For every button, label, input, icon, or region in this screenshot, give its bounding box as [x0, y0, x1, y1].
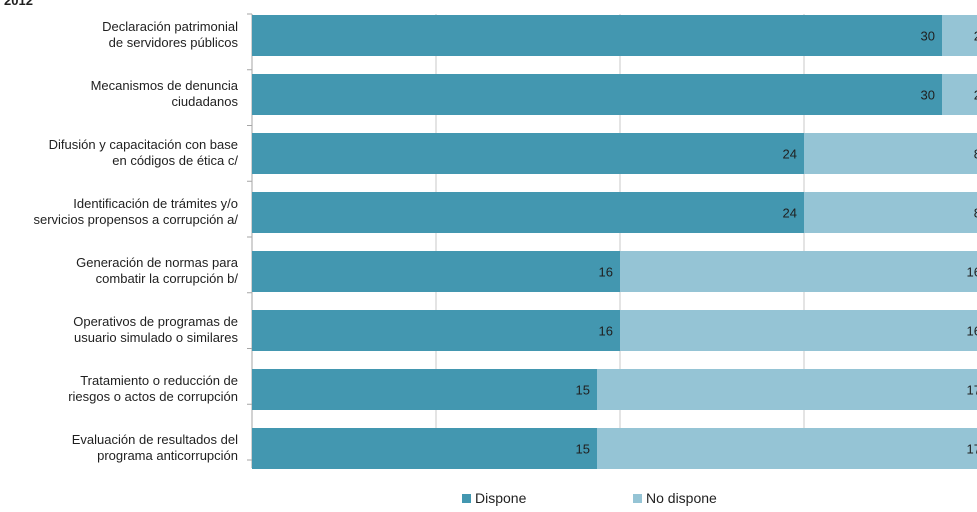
- data-label-no-dispone: 17: [967, 383, 977, 398]
- data-label-dispone: 16: [599, 265, 613, 280]
- data-label-no-dispone: 2: [974, 29, 977, 44]
- legend-swatch-dispone: [462, 493, 471, 503]
- bar-no-dispone: [804, 192, 977, 233]
- data-label-no-dispone: 17: [967, 442, 977, 457]
- bar-no-dispone: [597, 369, 977, 410]
- bar-dispone: [252, 133, 804, 174]
- legend-label-dispone: Dispone: [475, 490, 527, 506]
- bar-no-dispone: [620, 251, 977, 292]
- data-label-no-dispone: 16: [967, 265, 977, 280]
- category-label: Operativos de programas de usuario simula…: [73, 313, 238, 345]
- bar-dispone: [252, 310, 620, 351]
- category-label: Mecanismos de denuncia ciudadanos: [90, 77, 238, 109]
- data-label-dispone: 30: [921, 29, 935, 44]
- data-label-no-dispone: 8: [974, 206, 977, 221]
- data-label-no-dispone: 2: [974, 88, 977, 103]
- bar-dispone: [252, 369, 597, 410]
- bar-dispone: [252, 428, 597, 469]
- bar-dispone: [252, 74, 942, 115]
- bar-no-dispone: [620, 310, 977, 351]
- data-label-dispone: 24: [783, 206, 797, 221]
- data-label-dispone: 15: [576, 383, 590, 398]
- bar-dispone: [252, 251, 620, 292]
- bar-dispone: [252, 15, 942, 56]
- legend-item-no-dispone: No dispone: [633, 490, 717, 506]
- bar-no-dispone: [942, 15, 977, 56]
- bar-no-dispone: [597, 428, 977, 469]
- category-label: Generación de normas para combatir la cor…: [76, 254, 238, 286]
- legend: Dispone No dispone: [0, 490, 977, 510]
- legend-swatch-no-dispone: [633, 493, 642, 503]
- legend-label-no-dispone: No dispone: [646, 490, 717, 506]
- category-label: Declaración patrimonial de servidores púb…: [102, 18, 238, 50]
- category-label: Identificación de trámites y/o servicios …: [33, 195, 239, 227]
- bar-dispone: [252, 192, 804, 233]
- bar-no-dispone: [942, 74, 977, 115]
- data-label-no-dispone: 8: [974, 147, 977, 162]
- category-label: Difusión y capacitación con base en códig…: [48, 136, 238, 168]
- data-label-dispone: 16: [599, 324, 613, 339]
- bar-no-dispone: [804, 133, 977, 174]
- chart-title: 2012: [4, 0, 33, 8]
- legend-item-dispone: Dispone: [462, 490, 526, 506]
- data-label-no-dispone: 16: [967, 324, 977, 339]
- data-label-dispone: 15: [576, 442, 590, 457]
- data-label-dispone: 30: [921, 88, 935, 103]
- category-label: Evaluación de resultados del programa ant…: [71, 431, 238, 463]
- data-label-dispone: 24: [783, 147, 797, 162]
- category-label: Tratamiento o reducción de riesgos o acto…: [68, 372, 238, 404]
